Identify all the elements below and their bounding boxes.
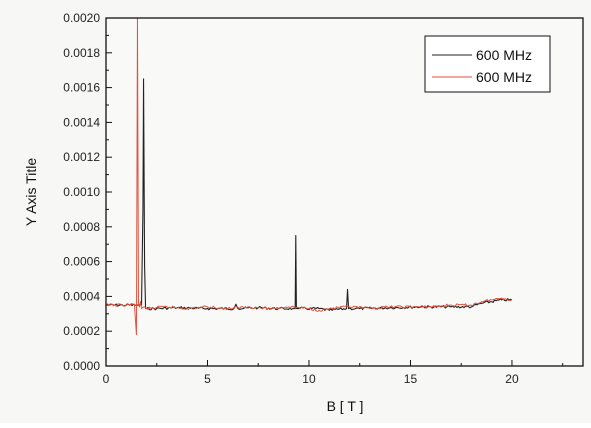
y-tick-label: 0.0004 (63, 289, 100, 303)
series-layer (105, 17, 513, 336)
x-tick-label: 5 (204, 372, 211, 386)
y-tick-label: 0.0006 (63, 255, 100, 269)
x-axis-title: B [ T ] (327, 398, 364, 414)
legend: 600 MHz 600 MHz (424, 35, 551, 93)
y-axis-title: Y Axis Title (23, 158, 39, 226)
y-tick-label: 0.0008 (63, 220, 100, 234)
x-tick-label: 10 (302, 372, 316, 386)
y-tick-label: 0.0000 (63, 359, 100, 373)
y-tick-label: 0.0002 (63, 324, 100, 338)
legend-label-series-2: 600 MHz (476, 69, 532, 85)
y-tick-label: 0.0018 (63, 46, 100, 60)
y-tick-label: 0.0020 (63, 11, 100, 25)
axis-layer: 0 5 10 15 20 0.0000 0.0002 0.0004 0.0006 0.0008 0.… (63, 11, 564, 386)
y-tick-label: 0.0016 (63, 81, 100, 95)
y-tick-label: 0.0012 (63, 150, 100, 164)
x-tick-label: 0 (103, 372, 110, 386)
series-line-2 (105, 17, 513, 336)
legend-label-series-1: 600 MHz (476, 47, 532, 63)
x-tick-label: 20 (505, 372, 519, 386)
x-tick-label: 15 (404, 372, 418, 386)
y-tick-label: 0.0010 (63, 185, 100, 199)
legend-box (424, 35, 551, 93)
plot-frame (105, 17, 584, 367)
y-tick-label: 0.0014 (63, 115, 100, 129)
